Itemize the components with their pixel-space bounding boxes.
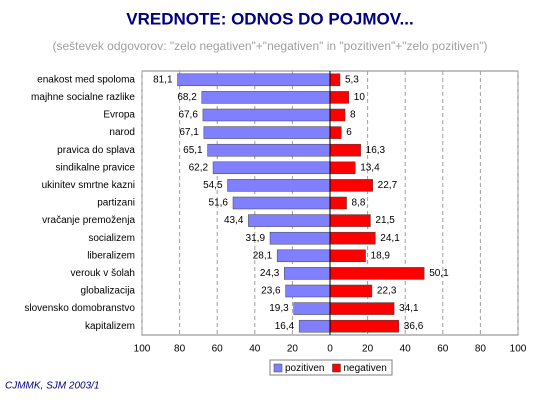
value-label: 16,4 bbox=[275, 321, 295, 332]
bar bbox=[201, 91, 331, 104]
category-label: ukinitev smrtne kazni bbox=[42, 180, 135, 191]
category-label: liberalizem bbox=[87, 250, 135, 261]
category-label: pravica do splava bbox=[57, 145, 135, 156]
value-label: 24,1 bbox=[380, 233, 400, 244]
value-label: 54,5 bbox=[203, 180, 223, 191]
bar bbox=[227, 179, 331, 192]
x-tick-label: 60 bbox=[437, 344, 449, 355]
bar bbox=[276, 249, 331, 263]
bar bbox=[329, 196, 347, 210]
bar bbox=[203, 126, 331, 139]
value-label: 81,1 bbox=[153, 74, 173, 85]
value-label: 34,1 bbox=[399, 303, 419, 314]
chart-subtitle: (seštevek odgovorov: "zelo negativen"+"n… bbox=[53, 39, 488, 53]
bar bbox=[329, 214, 371, 227]
bar bbox=[329, 267, 425, 280]
category-label: slovensko domobranstvo bbox=[24, 303, 135, 314]
value-label: 22,7 bbox=[378, 180, 398, 191]
bar bbox=[232, 196, 331, 210]
x-tick-label: 60 bbox=[212, 344, 224, 355]
value-label: 28,1 bbox=[253, 250, 273, 261]
value-label: 62,2 bbox=[189, 162, 209, 173]
bar bbox=[212, 161, 331, 175]
category-label: kapitalizem bbox=[85, 321, 135, 332]
bar bbox=[329, 302, 395, 315]
value-label: 31,9 bbox=[246, 233, 266, 244]
bar bbox=[329, 143, 361, 157]
x-tick-label: 20 bbox=[362, 344, 374, 355]
category-label: enakost med spoloma bbox=[37, 74, 135, 85]
value-label: 51,6 bbox=[209, 198, 229, 209]
value-label: 6 bbox=[346, 127, 352, 138]
bar bbox=[329, 231, 376, 245]
bar bbox=[284, 267, 331, 280]
bar bbox=[298, 319, 331, 333]
value-label: 50,1 bbox=[429, 268, 449, 279]
category-label: Evropa bbox=[103, 110, 135, 121]
category-label: partizani bbox=[97, 198, 135, 209]
value-label: 8 bbox=[350, 110, 356, 121]
bar bbox=[329, 161, 356, 175]
category-label: globalizacija bbox=[81, 286, 136, 297]
bar bbox=[202, 108, 331, 122]
category-label: sindikalne pravice bbox=[56, 162, 136, 173]
bar bbox=[329, 126, 342, 139]
legend-label: pozitiven bbox=[285, 363, 324, 374]
legend-box bbox=[269, 359, 393, 376]
bar bbox=[207, 143, 331, 157]
x-tick-label: 40 bbox=[249, 344, 261, 355]
category-label: vračanje premoženja bbox=[42, 215, 135, 226]
value-label: 23,6 bbox=[261, 286, 281, 297]
legend-swatch bbox=[332, 363, 341, 373]
bar bbox=[329, 249, 366, 263]
bar bbox=[285, 284, 331, 298]
bar bbox=[329, 91, 350, 104]
value-label: 13,4 bbox=[360, 162, 380, 173]
x-tick-label: 40 bbox=[400, 344, 412, 355]
category-label: narod bbox=[109, 127, 135, 138]
bar bbox=[293, 302, 331, 315]
value-label: 16,3 bbox=[366, 145, 386, 156]
x-tick-label: 80 bbox=[174, 344, 186, 355]
value-label: 21,5 bbox=[375, 215, 395, 226]
x-tick-label: 100 bbox=[134, 344, 151, 355]
chart-title: VREDNOTE: ODNOS DO POJMOV... bbox=[126, 9, 413, 28]
bar bbox=[329, 284, 373, 298]
x-tick-label: 100 bbox=[510, 344, 527, 355]
value-label: 22,3 bbox=[377, 286, 397, 297]
x-tick-label: 20 bbox=[287, 344, 299, 355]
value-label: 67,6 bbox=[178, 110, 198, 121]
category-label: socializem bbox=[88, 233, 135, 244]
x-tick-label: 80 bbox=[475, 344, 487, 355]
x-tick-label: 0 bbox=[327, 344, 333, 355]
bar bbox=[329, 73, 341, 87]
bar bbox=[177, 73, 331, 87]
value-label: 10 bbox=[354, 92, 366, 103]
category-label: verouk v šolah bbox=[71, 268, 135, 279]
category-label: majhne socialne razlike bbox=[31, 92, 135, 103]
value-label: 67,1 bbox=[179, 127, 199, 138]
bar bbox=[329, 179, 373, 192]
value-label: 43,4 bbox=[224, 215, 244, 226]
legend-label: negativen bbox=[343, 363, 386, 374]
bar bbox=[269, 231, 331, 245]
bar bbox=[248, 214, 331, 227]
bar bbox=[329, 319, 400, 333]
value-label: 24,3 bbox=[260, 268, 280, 279]
value-label: 65,1 bbox=[183, 145, 203, 156]
value-label: 36,6 bbox=[404, 321, 424, 332]
legend-swatch bbox=[273, 363, 283, 373]
bar bbox=[329, 108, 346, 122]
value-label: 19,3 bbox=[269, 303, 289, 314]
value-label: 5,3 bbox=[345, 74, 359, 85]
value-label: 8,8 bbox=[352, 198, 366, 209]
value-label: 18,9 bbox=[371, 250, 391, 261]
footer: CJMMK, SJM 2003/1 bbox=[5, 381, 99, 392]
value-label: 68,2 bbox=[177, 92, 197, 103]
